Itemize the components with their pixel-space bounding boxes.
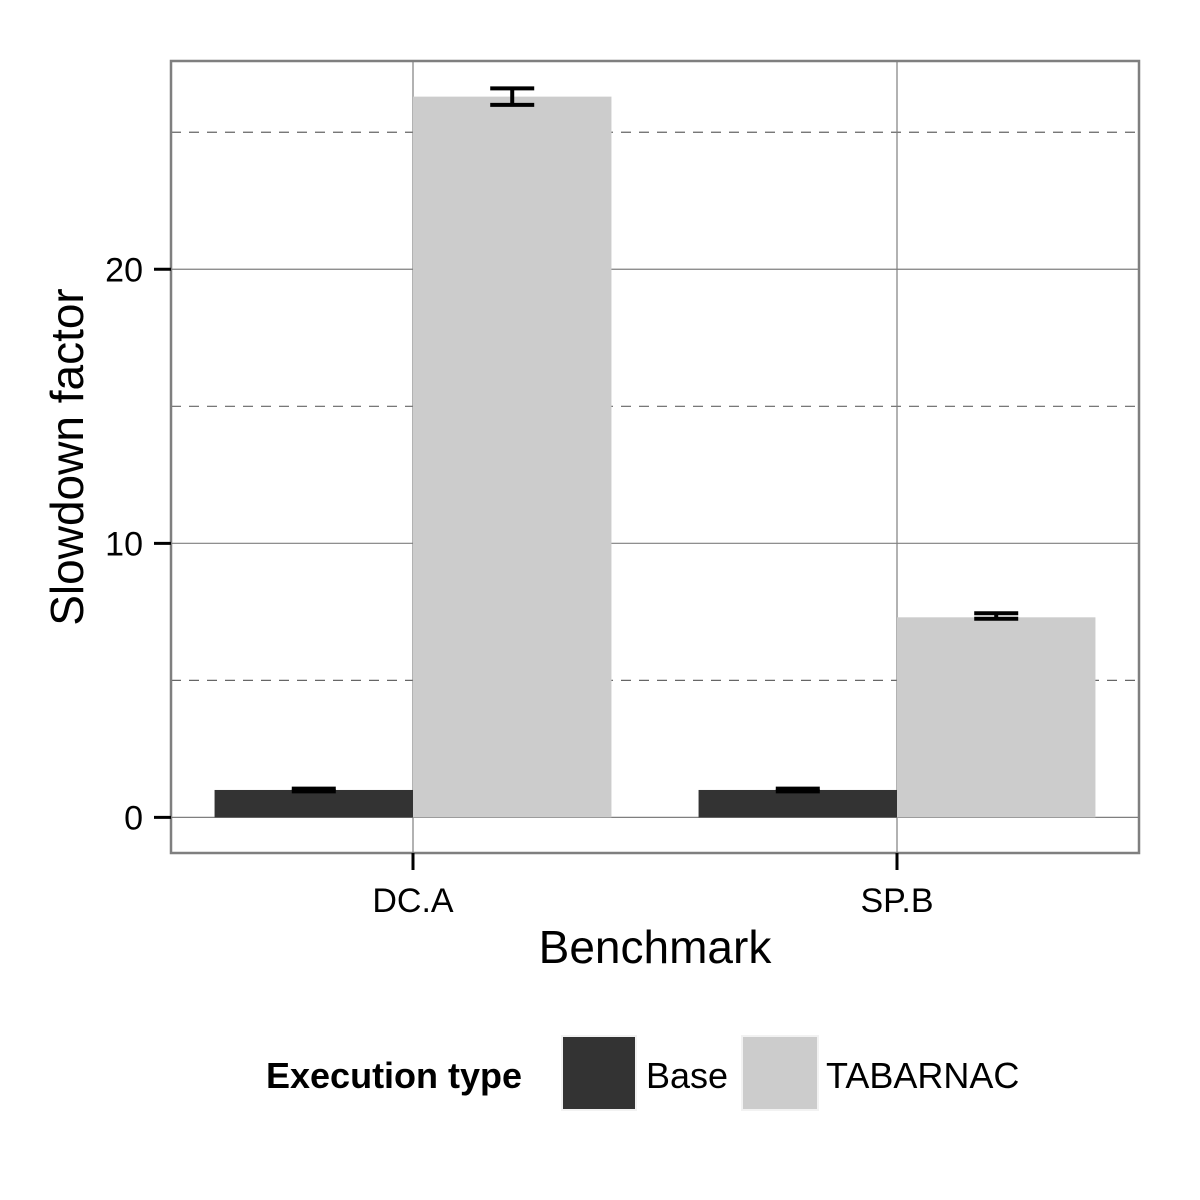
y-tick-label: 10 (105, 525, 143, 563)
legend-label-tabarnac: TABARNAC (826, 1055, 1019, 1096)
x-axis-title: Benchmark (539, 921, 773, 973)
panel-border (169, 59, 1141, 855)
bar-base-dca (214, 789, 413, 818)
y-axis-title: Slowdown factor (41, 288, 93, 626)
axis-layer: 0 10 20 DC.A SP.B (105, 251, 933, 920)
legend-key-tabarnac (741, 1035, 819, 1111)
legend-label-base: Base (646, 1055, 728, 1096)
error-bar-layer (291, 86, 1019, 794)
legend: Execution type Base TABARNAC (266, 1035, 1019, 1111)
legend-title: Execution type (266, 1055, 522, 1096)
y-tick-label: 20 (105, 251, 143, 289)
bar-tabarnac-spb (897, 617, 1096, 818)
bar-base-spb (698, 789, 897, 818)
legend-key-base (561, 1035, 637, 1111)
y-tick-label: 0 (124, 799, 143, 837)
bar-tabarnac-dca (413, 96, 612, 818)
x-tick-label: SP.B (860, 882, 933, 920)
x-tick-label: DC.A (372, 882, 454, 920)
bar-layer (214, 96, 1096, 818)
